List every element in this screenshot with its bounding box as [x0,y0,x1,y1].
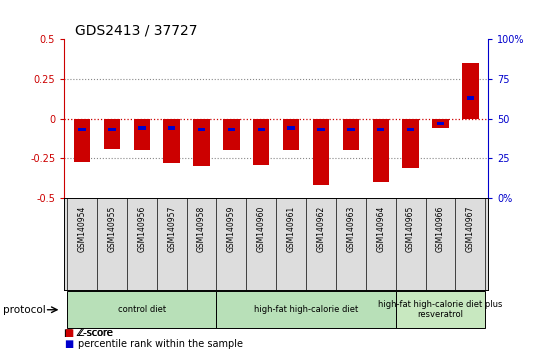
Bar [462,63,479,119]
Bar [258,128,265,131]
Bar [163,119,180,163]
Bar [193,119,210,166]
Text: high-fat high-calorie diet plus
resveratrol: high-fat high-calorie diet plus resverat… [378,300,503,319]
Bar [217,291,396,329]
Bar [407,128,414,131]
Text: GSM140956: GSM140956 [137,206,146,252]
Bar [67,291,217,329]
Bar [347,128,354,131]
Text: high-fat high-calorie diet: high-fat high-calorie diet [254,305,358,314]
Text: GSM140962: GSM140962 [316,206,325,252]
Bar [253,119,270,165]
Text: GSM140965: GSM140965 [406,206,415,252]
Text: GSM140967: GSM140967 [466,206,475,252]
Bar [432,119,449,128]
Bar [133,119,150,150]
Bar [373,119,389,182]
Bar [108,128,116,131]
Text: GSM140954: GSM140954 [78,206,86,252]
Bar [343,119,359,150]
Text: Z-score: Z-score [78,328,114,338]
Bar [466,96,474,99]
Text: percentile rank within the sample: percentile rank within the sample [78,339,243,349]
Bar [78,128,86,131]
Bar [138,126,146,130]
Text: ■: ■ [64,328,74,338]
Text: GSM140961: GSM140961 [287,206,296,252]
Bar [313,119,329,185]
Text: GSM140963: GSM140963 [347,206,355,252]
Bar [104,119,120,149]
Bar [437,122,444,125]
Bar [318,128,325,131]
Bar [198,128,205,131]
Bar [223,119,239,150]
Text: GSM140959: GSM140959 [227,206,236,252]
Bar [396,291,485,329]
Text: GDS2413 / 37727: GDS2413 / 37727 [75,23,198,37]
Text: ■ Z-score: ■ Z-score [64,328,113,338]
Text: GSM140955: GSM140955 [108,206,117,252]
Bar [74,119,90,162]
Text: protocol: protocol [3,305,46,315]
Text: GSM140964: GSM140964 [376,206,385,252]
Text: ■: ■ [64,339,74,349]
Text: GSM140958: GSM140958 [197,206,206,252]
Bar [168,126,175,130]
Bar [402,119,419,168]
Text: control diet: control diet [118,305,166,314]
Text: GSM140960: GSM140960 [257,206,266,252]
Text: GSM140957: GSM140957 [167,206,176,252]
Text: GSM140966: GSM140966 [436,206,445,252]
Bar [228,128,235,131]
Bar [283,119,299,150]
Bar [287,126,295,130]
Bar [377,128,384,131]
